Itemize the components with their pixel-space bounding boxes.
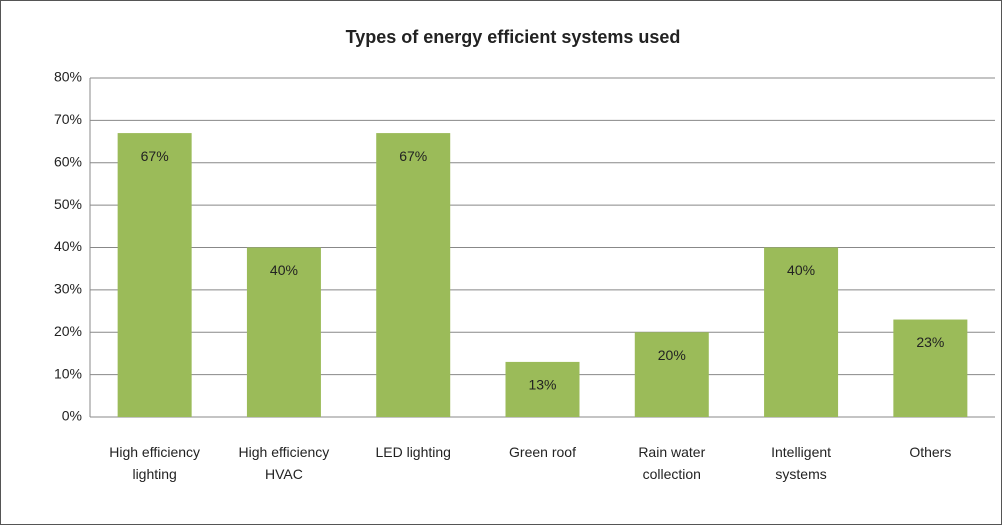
bar (505, 361, 580, 417)
x-tick-label: High efficiency lighting (109, 444, 201, 482)
data-label: 13% (528, 377, 556, 393)
bar (893, 319, 968, 417)
y-tick-label: 40% (54, 238, 82, 254)
y-tick-label: 10% (54, 365, 82, 381)
x-tick-label: LED lighting (375, 444, 451, 460)
data-label: 20% (658, 347, 686, 363)
bar (376, 133, 451, 417)
data-label: 40% (270, 262, 298, 278)
x-tick-label: Rain water collection (638, 444, 706, 482)
y-tick-label: 30% (54, 281, 82, 297)
y-tick-label: 20% (54, 323, 82, 339)
data-label: 40% (787, 262, 815, 278)
data-label: 67% (141, 148, 169, 164)
bar (634, 332, 709, 417)
x-tick-label: Intelligent systems (771, 444, 832, 482)
y-tick-label: 0% (62, 408, 82, 424)
data-label: 23% (916, 334, 944, 350)
y-tick-label: 60% (54, 153, 82, 169)
y-tick-label: 50% (54, 196, 82, 212)
y-tick-label: 80% (54, 69, 82, 85)
bar (246, 247, 321, 417)
x-tick-label: Green roof (509, 444, 576, 460)
bar (764, 247, 839, 417)
y-tick-label: 70% (54, 111, 82, 127)
x-tick-label: Others (909, 444, 952, 460)
bar (117, 133, 192, 417)
x-tick-label: High efficiency HVAC (238, 444, 330, 482)
chart-title: Types of energy efficient systems used (346, 27, 681, 47)
data-label: 67% (399, 148, 427, 164)
